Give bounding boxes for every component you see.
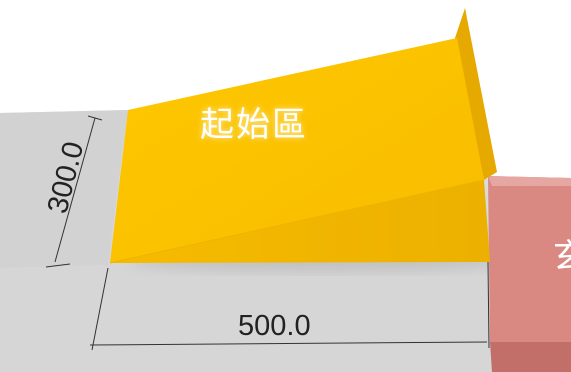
width-dim-ext-left xyxy=(91,267,109,351)
next-zone-bottom xyxy=(490,342,571,372)
next-zone-label-fragment: 玄 xyxy=(553,237,571,277)
height-dim-tick-bottom xyxy=(45,263,71,268)
width-dimension: 500.0 xyxy=(89,261,490,351)
ramp-slope-surface xyxy=(110,38,484,263)
start-zone-label: 起始區 xyxy=(200,105,308,145)
next-zone-top xyxy=(488,176,571,186)
ramp-edge xyxy=(109,179,485,264)
ramp-back-panel xyxy=(455,8,497,180)
width-dim-text: 500.0 xyxy=(238,310,311,342)
height-dim-line xyxy=(54,117,96,263)
start-zone-label-glow: 起始區 xyxy=(200,105,308,145)
floor-platform-front xyxy=(0,110,128,268)
height-dim-tick-top xyxy=(87,115,103,121)
next-zone-block xyxy=(488,176,571,342)
width-dim-line xyxy=(89,341,488,346)
width-dim-ext-right xyxy=(487,261,490,349)
